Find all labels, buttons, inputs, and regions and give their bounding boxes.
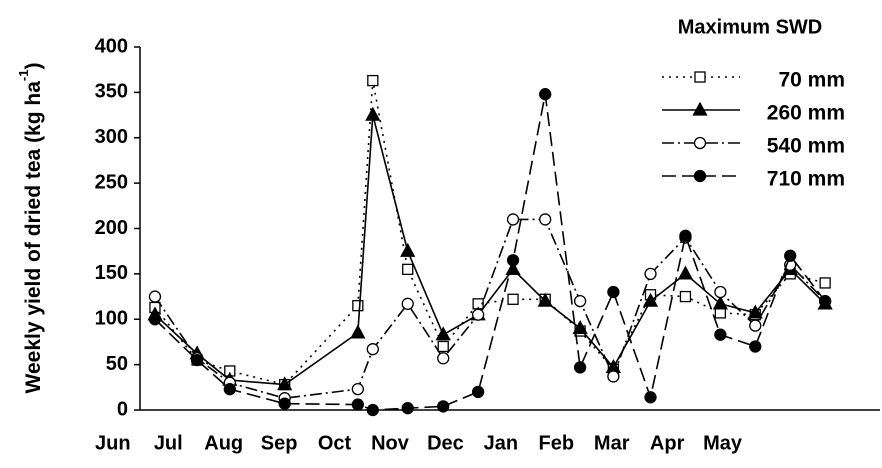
- y-tick-label: 400: [95, 35, 128, 57]
- y-tick-label: 50: [106, 353, 128, 375]
- marker: [350, 324, 366, 339]
- marker: [679, 290, 692, 303]
- marker: [400, 242, 416, 257]
- marker: [714, 328, 727, 341]
- marker: [749, 319, 762, 332]
- marker: [471, 385, 485, 399]
- marker: [573, 361, 587, 374]
- x-tick-label: Feb: [539, 432, 575, 454]
- x-tick-label: Jul: [154, 432, 183, 454]
- marker: [642, 292, 659, 307]
- marker: [401, 297, 414, 310]
- x-tick-label: Jan: [484, 432, 518, 454]
- marker: [471, 308, 485, 321]
- y-axis-label-main: Weekly yield of dried tea (kg ha: [22, 81, 45, 394]
- marker: [677, 265, 694, 280]
- y-tick-label: 300: [95, 126, 128, 148]
- marker: [537, 292, 553, 307]
- legend-marker: [693, 136, 707, 150]
- legend-marker: [694, 71, 706, 83]
- marker: [506, 254, 520, 267]
- marker: [784, 249, 797, 262]
- marker: [366, 343, 379, 356]
- marker: [277, 376, 293, 391]
- legend-marker: [692, 101, 708, 116]
- y-tick-label: 350: [95, 81, 128, 103]
- y-tick-label: 250: [95, 171, 128, 193]
- marker: [607, 370, 620, 383]
- x-tick-label: Sep: [261, 432, 298, 454]
- marker: [644, 267, 657, 281]
- legend-label: 70 mm: [778, 69, 845, 92]
- marker: [749, 340, 762, 353]
- y-tick-label: 200: [95, 217, 128, 239]
- marker: [352, 299, 364, 312]
- marker: [607, 285, 620, 299]
- marker: [351, 398, 364, 411]
- marker: [351, 382, 364, 396]
- marker: [437, 352, 450, 365]
- marker: [190, 353, 204, 367]
- series-line: [154, 94, 826, 411]
- marker: [148, 313, 162, 326]
- marker: [365, 106, 381, 121]
- legend-label: 710 mm: [767, 168, 845, 191]
- marker: [148, 290, 162, 303]
- marker: [507, 293, 519, 305]
- marker: [435, 326, 451, 341]
- marker: [819, 277, 831, 289]
- marker: [539, 88, 552, 101]
- y-axis-label-sup: -1: [16, 70, 31, 82]
- marker: [644, 391, 657, 404]
- marker: [367, 74, 379, 87]
- x-tick-label: Oct: [318, 432, 352, 454]
- x-tick-label: Mar: [594, 432, 630, 454]
- y-axis-label: Weekly yield of dried tea (kg ha-1): [16, 63, 44, 394]
- marker: [712, 295, 728, 310]
- y-axis-label-end: ): [22, 63, 45, 70]
- x-tick-label: Jun: [95, 432, 131, 454]
- marker: [572, 319, 588, 334]
- legend-label: 540 mm: [767, 135, 845, 158]
- marker: [539, 213, 552, 226]
- marker: [747, 304, 763, 319]
- marker: [402, 263, 414, 275]
- legend-title: Maximum SWD: [678, 16, 822, 38]
- legend-marker: [693, 169, 707, 183]
- y-tick-label: 0: [117, 398, 128, 420]
- marker: [437, 400, 450, 413]
- y-tick-label: 100: [95, 308, 128, 330]
- marker: [437, 340, 449, 353]
- x-tick-label: Dec: [427, 432, 464, 454]
- y-tick-label: 150: [95, 262, 128, 284]
- marker: [506, 213, 520, 226]
- x-tick-label: Aug: [204, 432, 243, 454]
- legend-label: 260 mm: [767, 102, 845, 125]
- marker: [278, 397, 291, 410]
- marker: [223, 382, 236, 396]
- marker: [818, 294, 832, 308]
- marker: [401, 402, 414, 415]
- marker: [679, 229, 692, 242]
- marker: [573, 294, 587, 308]
- x-tick-label: Apr: [650, 432, 685, 454]
- x-tick-label: Nov: [371, 432, 410, 454]
- marker: [714, 285, 727, 299]
- x-tick-label: May: [703, 432, 743, 454]
- marker: [366, 403, 379, 417]
